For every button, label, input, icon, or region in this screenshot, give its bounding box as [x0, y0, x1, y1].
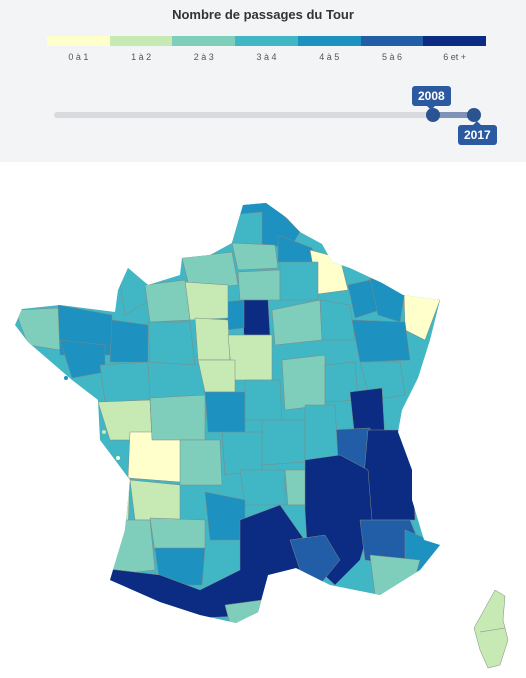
department[interactable]	[109, 319, 149, 363]
department[interactable]	[129, 479, 181, 521]
legend-label: 0 à 1	[68, 52, 89, 62]
corsica-department[interactable]	[473, 589, 509, 669]
island	[102, 430, 106, 434]
legend-swatch-4	[297, 36, 361, 46]
department[interactable]	[149, 517, 206, 553]
department[interactable]	[281, 354, 326, 411]
legend-swatch-0	[47, 36, 110, 46]
department[interactable]	[221, 431, 263, 476]
legend-color-scale	[47, 36, 487, 46]
department[interactable]	[227, 211, 263, 246]
department[interactable]	[204, 491, 246, 541]
legend-swatch-6	[423, 36, 487, 46]
year-range-max-label: 2017	[458, 121, 497, 145]
department[interactable]	[109, 519, 156, 576]
year-range-slider-max-handle[interactable]	[467, 108, 481, 122]
mainland-departments	[15, 203, 440, 632]
department[interactable]	[194, 317, 231, 361]
legend-labels: 0 à 1 1 à 2 2 à 3 3 à 4 4 à 5 5 à 6 6 et…	[47, 52, 486, 62]
year-range-slider-selection	[433, 112, 474, 118]
department[interactable]	[289, 534, 341, 583]
department[interactable]	[261, 419, 306, 466]
department-border	[479, 627, 506, 633]
legend-swatch-5	[360, 36, 424, 46]
year-range-slider-min-handle[interactable]	[426, 108, 440, 122]
department[interactable]	[304, 404, 339, 461]
department[interactable]	[179, 439, 223, 486]
legend-label: 4 à 5	[319, 52, 340, 62]
legend-label: 2 à 3	[193, 52, 214, 62]
legend-swatch-2	[172, 36, 236, 46]
year-range-slider-track[interactable]	[54, 112, 474, 118]
legend-swatch-1	[109, 36, 173, 46]
department[interactable]	[224, 599, 271, 632]
department[interactable]	[154, 547, 206, 586]
department[interactable]	[369, 554, 421, 596]
department[interactable]	[99, 477, 131, 533]
legend-label: 3 à 4	[256, 52, 277, 62]
island	[116, 456, 120, 460]
island	[64, 376, 68, 380]
legend-title: Nombre de passages du Tour	[172, 7, 354, 22]
france-departments-map	[15, 203, 509, 669]
legend-swatch-3	[235, 36, 298, 46]
department[interactable]	[239, 469, 286, 506]
legend-label: 6 et +	[443, 52, 467, 62]
department[interactable]	[351, 319, 411, 363]
department[interactable]	[237, 269, 281, 301]
department[interactable]	[147, 321, 196, 366]
department[interactable]	[244, 379, 283, 421]
department[interactable]	[184, 281, 229, 321]
department[interactable]	[181, 251, 239, 291]
department[interactable]	[319, 299, 356, 341]
department[interactable]	[241, 299, 271, 336]
department[interactable]	[204, 391, 246, 433]
department[interactable]	[279, 261, 319, 301]
year-range-min-label: 2008	[412, 86, 451, 110]
department[interactable]	[144, 279, 191, 323]
legend-label: 5 à 6	[381, 52, 402, 62]
department[interactable]	[99, 361, 151, 403]
department[interactable]	[149, 394, 206, 441]
department[interactable]	[231, 242, 279, 271]
filter-panel: Nombre de passages du Tour 0 à 1 1 à 2 2…	[0, 0, 526, 162]
legend-label: 1 à 2	[131, 52, 152, 62]
